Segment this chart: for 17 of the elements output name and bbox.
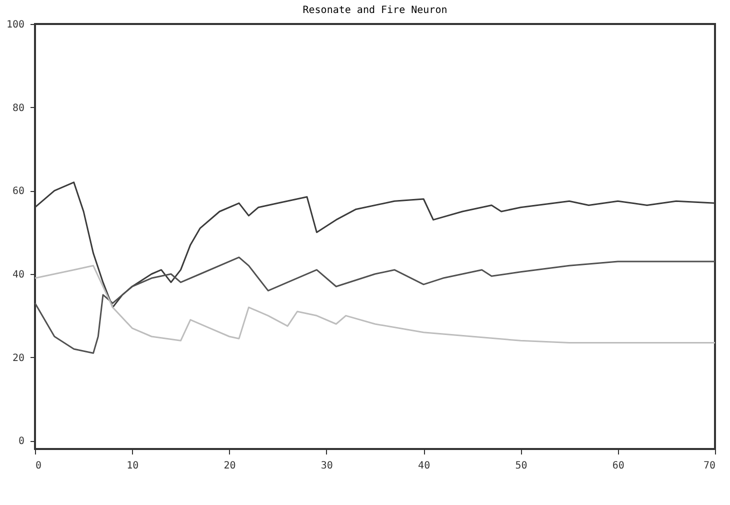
x-tick-label: 50 <box>515 460 528 472</box>
y-tick-label: 20 <box>12 352 24 364</box>
y-tick-label: 0 <box>18 436 24 448</box>
x-tick-label: 30 <box>320 460 333 472</box>
x-tick-label: 60 <box>612 460 624 472</box>
x-tick-label: 70 <box>703 460 716 472</box>
y-tick-label: 100 <box>6 20 24 30</box>
y-tick-label: 80 <box>12 102 24 114</box>
chart-title: Resonate and Fire Neuron <box>302 5 448 16</box>
line-series <box>34 264 716 344</box>
y-tick-label: 40 <box>12 270 24 280</box>
x-tick-label: 20 <box>224 460 236 472</box>
x-tick-label: 10 <box>126 460 139 472</box>
x-tick-label: 40 <box>418 460 430 472</box>
line-series <box>34 256 716 354</box>
y-tick-label: 60 <box>12 186 24 198</box>
x-tick-label: 0 <box>36 460 42 472</box>
